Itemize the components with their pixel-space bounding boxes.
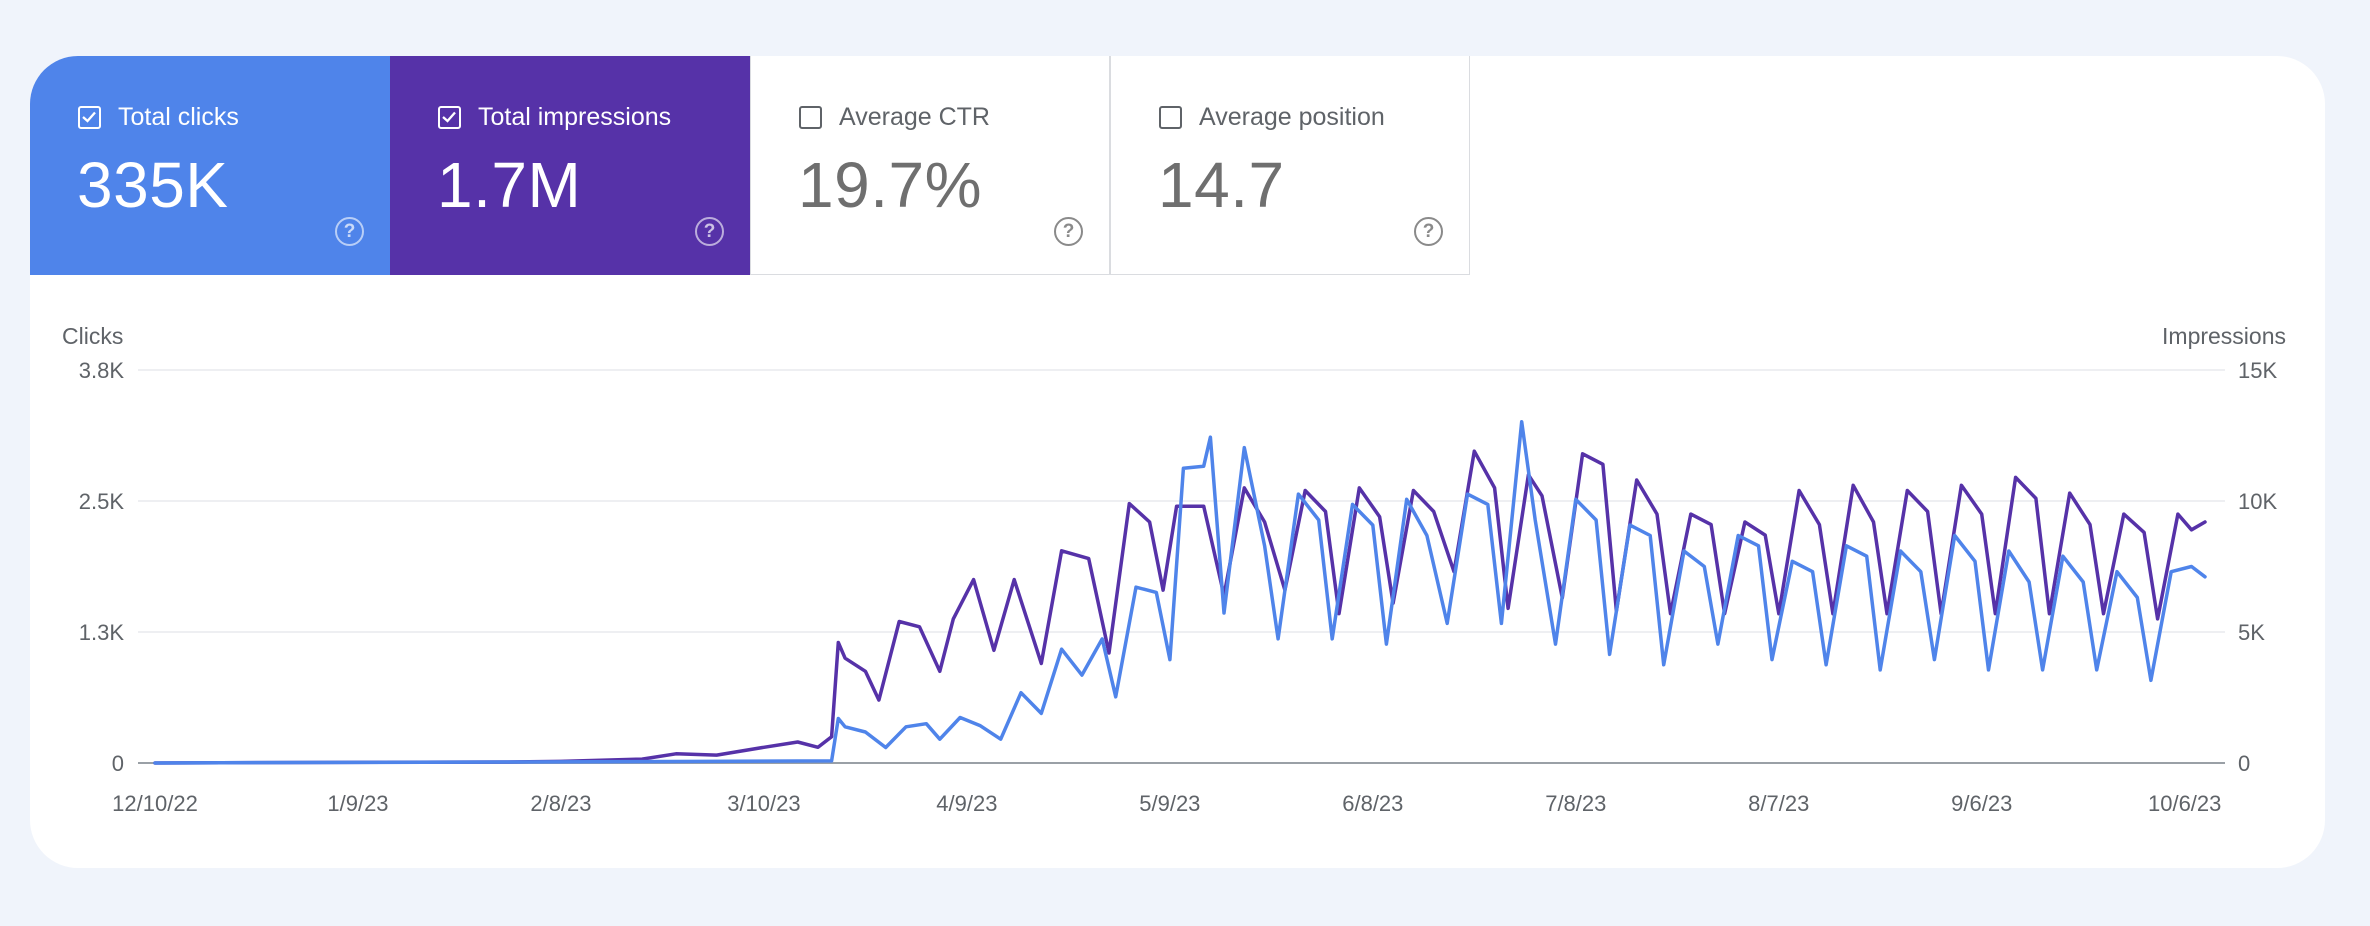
x-tick-label: 4/9/23 <box>936 791 997 816</box>
y-right-tick-label: 5K <box>2238 620 2265 645</box>
metric-value: 1.7M <box>437 149 582 221</box>
x-tick-label: 2/8/23 <box>530 791 591 816</box>
series-line-total-clicks[interactable] <box>153 419 2207 765</box>
metric-value: 14.7 <box>1158 149 1285 221</box>
y-right-ticks: 0 5K 10K 15K <box>2238 358 2277 776</box>
series-lines[interactable] <box>153 419 2207 765</box>
y-left-ticks: 0 1.3K 2.5K 3.8K <box>79 358 125 776</box>
x-tick-label: 12/10/22 <box>112 791 198 816</box>
y-left-tick-label: 3.8K <box>79 358 125 383</box>
metric-label: Total impressions <box>478 103 672 131</box>
help-icon[interactable]: ? <box>335 217 364 246</box>
x-tick-label: 6/8/23 <box>1342 791 1403 816</box>
y-right-tick-label: 0 <box>2238 751 2250 776</box>
y-right-tick-label: 10K <box>2238 489 2277 514</box>
checkbox-checked-icon[interactable] <box>78 106 101 129</box>
help-icon[interactable]: ? <box>1054 217 1083 246</box>
chart-grid <box>138 369 2225 764</box>
performance-chart[interactable]: Clicks Impressions 0 1.3K 2.5K 3.8K 0 5K 10K 1… <box>30 56 2325 868</box>
metric-value: 19.7% <box>798 149 982 221</box>
metric-average-position[interactable]: Average position 14.7 ? <box>1110 56 1470 275</box>
x-tick-label: 10/6/23 <box>2148 791 2221 816</box>
metric-label: Average CTR <box>839 103 990 131</box>
y-left-tick-label: 0 <box>112 751 124 776</box>
checkbox-unchecked-icon[interactable] <box>1159 106 1182 129</box>
x-tick-label: 5/9/23 <box>1139 791 1200 816</box>
x-tick-label: 8/7/23 <box>1748 791 1809 816</box>
y-right-axis-title: Impressions <box>2162 323 2286 349</box>
checkbox-checked-icon[interactable] <box>438 106 461 129</box>
performance-card: Total clicks 335K ? Total impressions 1.… <box>30 56 2325 868</box>
y-right-tick-label: 15K <box>2238 358 2277 383</box>
y-left-axis-title: Clicks <box>62 323 123 349</box>
x-tick-label: 3/10/23 <box>727 791 800 816</box>
metric-value: 335K <box>77 149 229 221</box>
y-left-tick-label: 1.3K <box>79 620 125 645</box>
metric-label: Total clicks <box>118 103 239 131</box>
series-line-total-impressions[interactable] <box>153 449 2207 765</box>
metric-total-impressions[interactable]: Total impressions 1.7M ? <box>390 56 750 275</box>
metric-label: Average position <box>1199 103 1385 131</box>
x-tick-label: 7/8/23 <box>1545 791 1606 816</box>
metric-average-ctr[interactable]: Average CTR 19.7% ? <box>750 56 1110 275</box>
y-left-tick-label: 2.5K <box>79 489 125 514</box>
help-icon[interactable]: ? <box>695 217 724 246</box>
help-icon[interactable]: ? <box>1414 217 1443 246</box>
checkbox-unchecked-icon[interactable] <box>799 106 822 129</box>
x-tick-label: 1/9/23 <box>327 791 388 816</box>
x-tick-label: 9/6/23 <box>1951 791 2012 816</box>
metric-total-clicks[interactable]: Total clicks 335K ? <box>30 56 390 275</box>
metric-tabs: Total clicks 335K ? Total impressions 1.… <box>30 56 1470 275</box>
x-ticks: 12/10/22 1/9/23 2/8/23 3/10/23 4/9/23 5/9/23 6… <box>112 791 2221 816</box>
